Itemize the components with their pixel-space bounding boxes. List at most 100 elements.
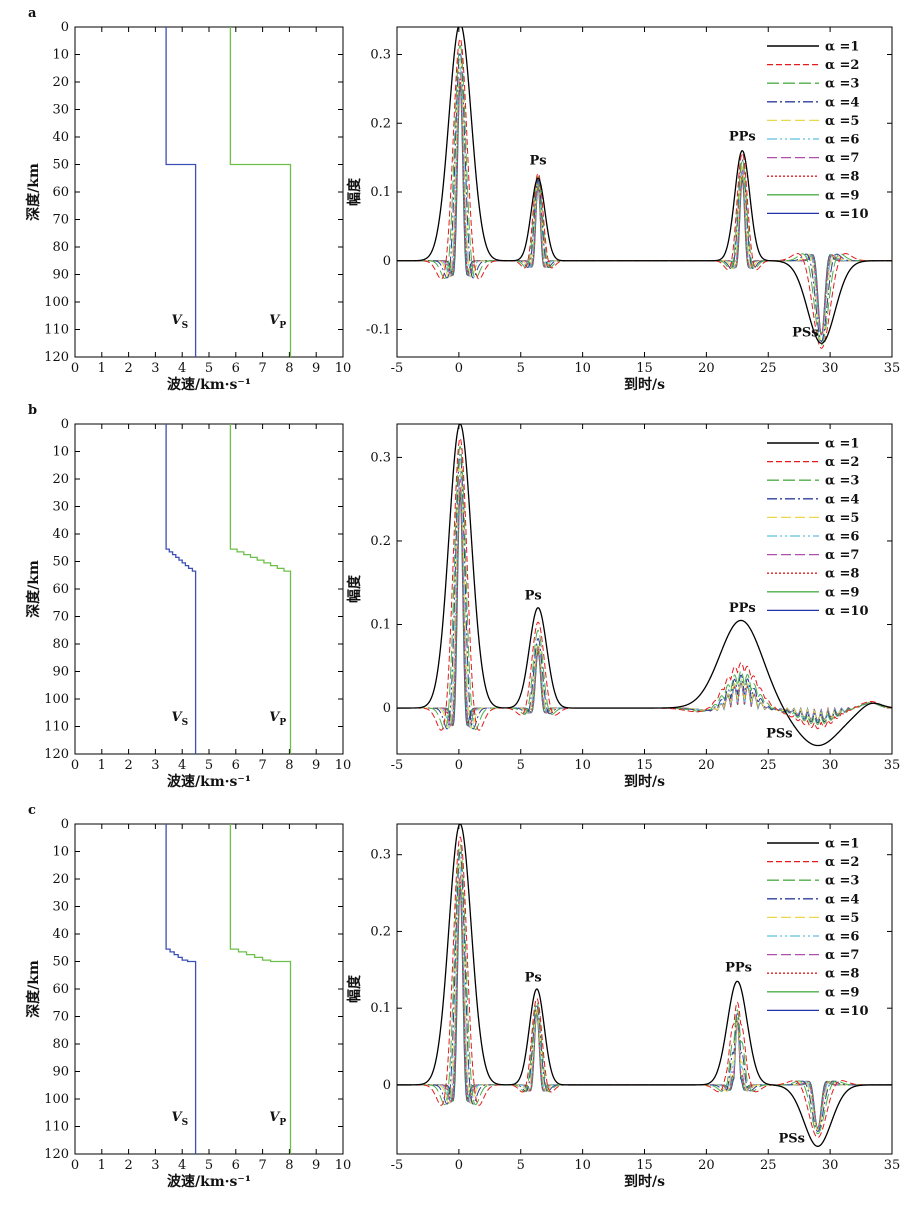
rf-trace-alpha-2: [397, 836, 892, 1139]
x-tick-label: 7: [258, 1158, 266, 1173]
y-tick-label: 120: [44, 1147, 69, 1162]
legend-label: α =5: [825, 911, 859, 926]
x-tick-label: 4: [178, 758, 186, 773]
rf-frame: [396, 26, 893, 358]
legend-label: α =10: [825, 207, 869, 222]
x-tick-label: 2: [124, 758, 132, 773]
velocity-plot: 0 1 2 3 4 5 6 7 8 9 100102030405060708090100110120…: [25, 20, 351, 393]
rf-plot: -5 0 5 10 15 20 25 30 35 0 0.1 0.2 0.3 到时/s 幅度 Ps PPs PSs…: [346, 423, 900, 790]
x-tick-label: 20: [698, 1158, 715, 1173]
y-tick-label: 110: [44, 720, 69, 735]
y-tick-label: 70: [52, 1010, 69, 1025]
y-tick-label: 110: [44, 323, 69, 338]
vs-profile: [165, 824, 197, 1154]
y-tick-label: 50: [52, 555, 69, 570]
legend: α =1 α =2 α =3 α =4 α =5 α =6 α =7 α =8 α =9 α =1…: [767, 437, 869, 619]
y-tick-label: 90: [52, 665, 69, 680]
rf-trace-alpha-6: [397, 470, 892, 729]
y-tick-label: 110: [44, 1120, 69, 1135]
x-tick-label: 0: [71, 1158, 79, 1173]
x-tick-label: 10: [574, 1158, 591, 1173]
x-tick-label: 3: [151, 361, 159, 376]
x-tick-label: 9: [312, 1158, 320, 1173]
y-tick-label: 120: [44, 747, 69, 762]
y-tick-label: 0: [383, 254, 391, 269]
x-axis-label: 波速/km·s⁻¹: [167, 1173, 251, 1190]
x-axis-label: 波速/km·s⁻¹: [167, 376, 251, 393]
velocity-frame: [74, 26, 344, 358]
y-tick-label: 80: [52, 240, 69, 255]
y-tick-label: 40: [52, 927, 69, 942]
y-tick-label: 0.1: [370, 618, 391, 633]
velocity-plot: 0 1 2 3 4 5 6 7 8 9 100102030405060708090100110120…: [25, 417, 351, 790]
y-axis-label: 幅度: [346, 177, 363, 206]
legend-label: α =8: [825, 567, 859, 582]
x-axis-label: 到时/s: [624, 376, 665, 393]
y-tick-label: 0.2: [370, 116, 391, 131]
y-tick-label: 90: [52, 268, 69, 283]
y-tick-label: 0.1: [370, 185, 391, 200]
phase-label: Ps: [525, 970, 542, 985]
legend-label: α =1: [825, 40, 859, 55]
vs-label: VS: [171, 1110, 188, 1128]
y-tick-label: 40: [52, 527, 69, 542]
x-tick-label: 1: [98, 1158, 106, 1173]
x-tick-label: 0: [71, 758, 79, 773]
legend-label: α =8: [825, 967, 859, 982]
rf-trace-alpha-7: [397, 478, 892, 728]
y-tick-label: 100: [44, 1092, 69, 1107]
y-tick-label: 0.2: [370, 534, 391, 549]
vp-label: VP: [269, 313, 286, 331]
x-tick-label: 3: [151, 758, 159, 773]
panel-b: b0 1 2 3 4 5 6 7 8 9 10010203040506070809010011012…: [25, 403, 900, 790]
x-tick-label: 10: [574, 758, 591, 773]
y-axis-label: 幅度: [346, 974, 363, 1003]
rf-trace-alpha-8: [397, 487, 892, 727]
vs-profile: [165, 424, 197, 754]
x-tick-label: 7: [258, 361, 266, 376]
y-axis-label: 深度/km: [25, 960, 42, 1018]
y-tick-label: -0.1: [366, 323, 391, 338]
legend-label: α =5: [825, 511, 859, 526]
x-tick-label: 25: [760, 1158, 777, 1173]
x-tick-label: 6: [232, 1158, 240, 1173]
x-tick-label: 0: [455, 361, 463, 376]
x-tick-label: 15: [636, 758, 653, 773]
legend-label: α =6: [825, 133, 859, 148]
legend-label: α =9: [825, 585, 859, 600]
phase-label: PPs: [725, 960, 752, 975]
y-tick-label: 70: [52, 213, 69, 228]
x-tick-label: 25: [760, 758, 777, 773]
x-tick-label: 10: [335, 758, 352, 773]
x-tick-label: 0: [455, 1158, 463, 1173]
phase-label: Ps: [525, 588, 542, 603]
x-tick-label: 8: [285, 361, 293, 376]
y-tick-label: 50: [52, 955, 69, 970]
rf-frame: [396, 823, 893, 1155]
y-tick-label: 30: [52, 500, 69, 515]
x-tick-label: 4: [178, 1158, 186, 1173]
y-axis-label: 深度/km: [25, 163, 42, 221]
phase-label: PSs: [779, 1131, 805, 1146]
rf-trace-alpha-2: [397, 437, 892, 731]
y-tick-label: 30: [52, 900, 69, 915]
x-tick-label: 15: [636, 361, 653, 376]
y-tick-label: 0: [61, 20, 69, 35]
x-tick-label: 35: [884, 1158, 901, 1173]
rf-trace-alpha-1: [397, 424, 892, 747]
x-tick-label: 10: [335, 361, 352, 376]
x-tick-label: 25: [760, 361, 777, 376]
y-tick-label: 0.2: [370, 924, 391, 939]
x-tick-label: -5: [391, 1158, 404, 1173]
legend-label: α =2: [825, 455, 859, 470]
velocity-frame: [74, 423, 344, 755]
y-tick-label: 40: [52, 130, 69, 145]
x-tick-label: 15: [636, 1158, 653, 1173]
legend: α =1 α =2 α =3 α =4 α =5 α =6 α =7 α =8 α =9 α =1…: [767, 40, 869, 222]
x-tick-label: 3: [151, 1158, 159, 1173]
legend-label: α =3: [825, 474, 859, 489]
legend-label: α =9: [825, 188, 859, 203]
y-tick-label: 10: [52, 445, 69, 460]
phase-label: PSs: [792, 325, 818, 340]
